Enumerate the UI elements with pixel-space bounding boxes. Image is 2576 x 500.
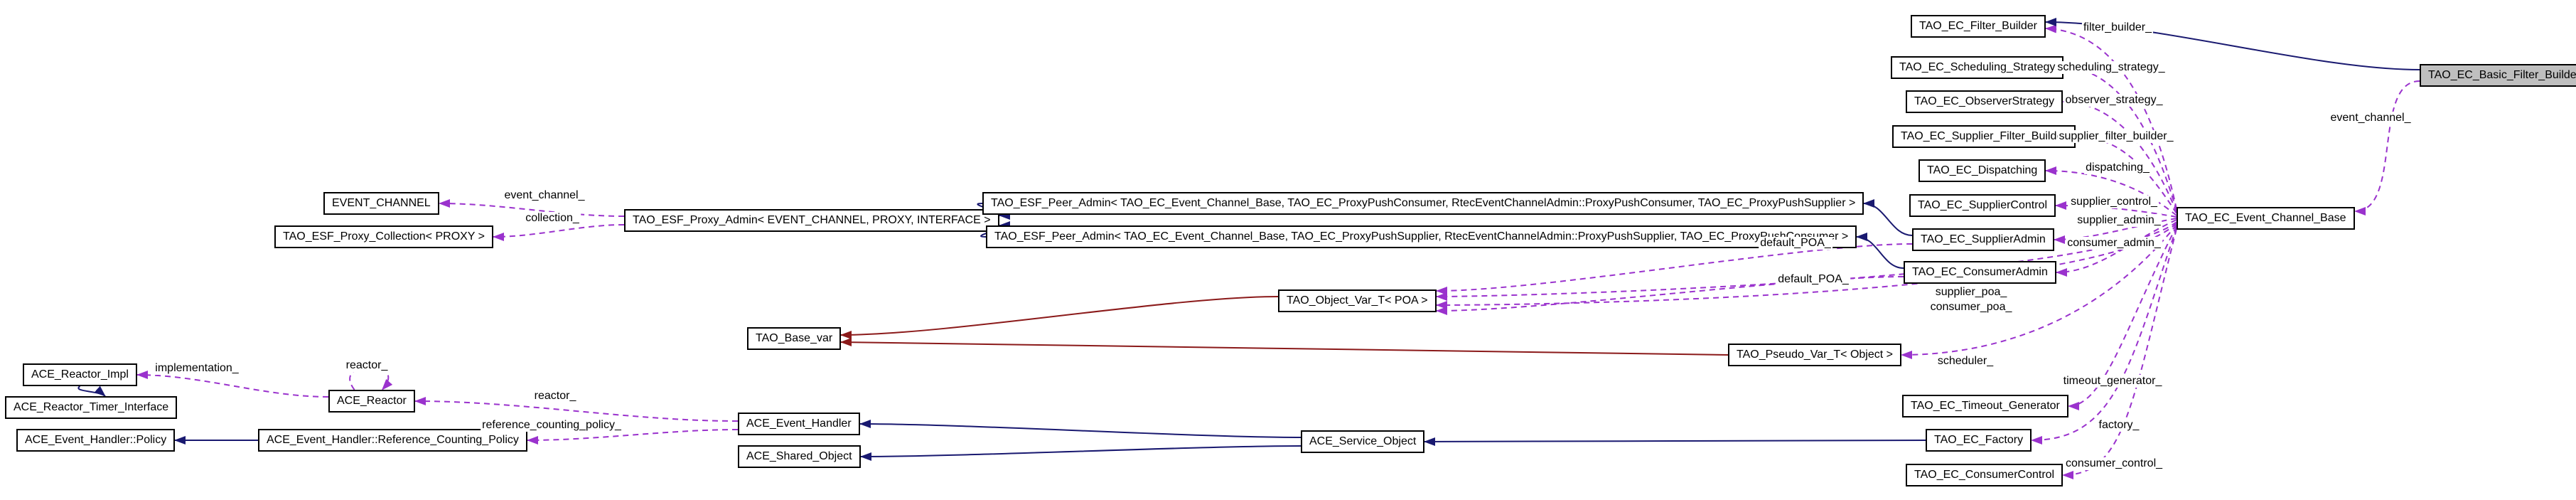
class-node-supplier-filter-builder[interactable]: TAO_EC_Supplier_Filter_Builder bbox=[1892, 125, 2076, 148]
class-node-supplier-control[interactable]: TAO_EC_SupplierControl bbox=[1909, 194, 2056, 217]
class-node-factory[interactable]: TAO_EC_Factory bbox=[1926, 429, 2032, 452]
usage-edge-consumer-control bbox=[2062, 228, 2177, 479]
class-node-reactor-impl[interactable]: ACE_Reactor_Impl bbox=[23, 363, 137, 386]
edge-label-collection: collection_ bbox=[524, 212, 581, 225]
usage-edge-reference-counting-policy bbox=[527, 429, 739, 445]
class-node-timeout-generator[interactable]: TAO_EC_Timeout_Generator bbox=[1902, 395, 2068, 417]
edge-label-consumer-control: consumer_control_ bbox=[2064, 457, 2164, 470]
inheritance-edge-consumer-admin-to-peer-admin-supplier bbox=[1856, 233, 1904, 269]
class-node-eh-policy[interactable]: ACE_Event_Handler::Policy bbox=[16, 429, 176, 452]
usage-edge-reactor bbox=[349, 366, 393, 390]
class-node-pseudo-var[interactable]: TAO_Pseudo_Var_T< Object > bbox=[1728, 344, 1901, 366]
inheritance-edge-service-object-to-shared-object bbox=[860, 445, 1302, 461]
class-node-event-channel-base[interactable]: TAO_EC_Event_Channel_Base bbox=[2177, 207, 2355, 230]
class-node-object-var[interactable]: TAO_Object_Var_T< POA > bbox=[1278, 289, 1437, 312]
edge-label-consumer-poa: consumer_poa_ bbox=[1928, 301, 2014, 314]
class-node-reactor[interactable]: ACE_Reactor bbox=[328, 390, 415, 413]
class-node-event-handler[interactable]: ACE_Event_Handler bbox=[738, 413, 860, 435]
usage-edge-consumer-admin bbox=[2056, 219, 2177, 277]
class-node-peer-admin-supplier[interactable]: TAO_ESF_Peer_Admin< TAO_EC_Event_Channel… bbox=[986, 225, 1857, 248]
edge-label-supplier-filter-builder: supplier_filter_builder_ bbox=[2057, 130, 2175, 143]
usage-edge-event-channel bbox=[439, 199, 625, 217]
edge-label-supplier-poa: supplier_poa_ bbox=[1933, 286, 2009, 299]
private-inheritance-edge-pseudo-var-to-base-var bbox=[840, 338, 1729, 356]
class-node-basic-filter-builder: TAO_EC_Basic_Filter_Builder bbox=[2420, 64, 2576, 87]
usage-edge-event-channel bbox=[2354, 80, 2420, 216]
usage-edge-supplier-control bbox=[2055, 201, 2177, 218]
usage-edge-implementation bbox=[136, 371, 329, 398]
edge-label-filter-builder: filter_builder_ bbox=[2081, 21, 2154, 34]
class-node-eh-refcount-policy[interactable]: ACE_Event_Handler::Reference_Counting_Po… bbox=[258, 429, 527, 452]
inheritance-edge-reactor-impl-to-reactor-timer-interface bbox=[77, 385, 106, 397]
edge-label-consumer-admin: consumer_admin_ bbox=[2066, 237, 2162, 250]
class-node-reactor-timer-interface[interactable]: ACE_Reactor_Timer_Interface bbox=[5, 396, 178, 419]
edge-label-implementation: implementation_ bbox=[154, 362, 240, 375]
class-node-shared-object[interactable]: ACE_Shared_Object bbox=[738, 445, 861, 468]
edge-label-supplier-admin: supplier_admin_ bbox=[2076, 214, 2162, 227]
class-node-peer-admin-consumer[interactable]: TAO_ESF_Peer_Admin< TAO_EC_Event_Channel… bbox=[982, 192, 1864, 215]
edge-label-supplier-control: supplier_control_ bbox=[2069, 196, 2159, 208]
inheritance-edge-factory-to-service-object bbox=[1424, 437, 1926, 446]
class-node-event-channel-tpl[interactable]: EVENT_CHANNEL bbox=[323, 192, 439, 215]
usage-edge-consumer-poa bbox=[1436, 223, 2177, 309]
edge-label-event-channel: event_channel_ bbox=[2329, 112, 2413, 124]
edge-label-default-poa: default_POA_ bbox=[1759, 237, 1832, 250]
usage-edge-timeout-generator bbox=[2068, 225, 2177, 410]
class-node-proxy-collection[interactable]: TAO_ESF_Proxy_Collection< PROXY > bbox=[274, 225, 493, 248]
edge-label-factory: factory_ bbox=[2097, 419, 2141, 432]
inheritance-edge-supplier-admin-to-peer-admin-consumer bbox=[1863, 199, 1913, 236]
edge-label-observer-strategy: observer_strategy_ bbox=[2064, 94, 2164, 107]
usage-edge-collection bbox=[493, 224, 625, 241]
usage-edge-dispatching bbox=[2045, 166, 2177, 216]
usage-edge-filter-builder bbox=[2045, 24, 2177, 210]
usage-edge-reactor bbox=[414, 397, 739, 422]
edge-label-scheduler: scheduler_ bbox=[1936, 355, 1995, 368]
usage-edge-default-poa bbox=[1436, 276, 1904, 315]
usage-edge-supplier-filter-builder bbox=[2075, 132, 2177, 214]
edge-label-reactor: reactor_ bbox=[344, 359, 390, 372]
usage-edge-default-poa bbox=[1436, 243, 1913, 295]
class-node-dispatching[interactable]: TAO_EC_Dispatching bbox=[1918, 159, 2046, 182]
edge-label-scheduling-strategy: scheduling_strategy_ bbox=[2056, 61, 2167, 74]
edge-label-dispatching: dispatching_ bbox=[2084, 161, 2151, 174]
edge-label-reference-counting-policy: reference_counting_policy_ bbox=[481, 419, 623, 432]
edge-label-event-channel: event_channel_ bbox=[503, 189, 586, 202]
class-node-scheduling-strategy[interactable]: TAO_EC_Scheduling_Strategy bbox=[1891, 56, 2064, 79]
edge-label-default-poa: default_POA_ bbox=[1776, 273, 1850, 286]
class-node-base-var[interactable]: TAO_Base_var bbox=[747, 327, 842, 350]
class-node-service-object[interactable]: ACE_Service_Object bbox=[1301, 430, 1425, 453]
edge-label-reactor: reactor_ bbox=[532, 390, 578, 403]
class-node-consumer-control[interactable]: TAO_EC_ConsumerControl bbox=[1906, 464, 2064, 486]
class-node-consumer-admin[interactable]: TAO_EC_ConsumerAdmin bbox=[1904, 261, 2056, 284]
class-node-proxy-admin[interactable]: TAO_ESF_Proxy_Admin< EVENT_CHANNEL, PROX… bbox=[624, 209, 999, 232]
inheritance-edge-service-object-to-event-handler bbox=[859, 420, 1302, 438]
edge-label-timeout-generator: timeout_generator_ bbox=[2061, 375, 2164, 388]
class-node-observer-strategy[interactable]: TAO_EC_ObserverStrategy bbox=[1906, 90, 2064, 113]
private-inheritance-edge-object-var-to-base-var bbox=[840, 296, 1279, 339]
class-node-supplier-admin[interactable]: TAO_EC_SupplierAdmin bbox=[1912, 228, 2054, 251]
class-node-filter-builder[interactable]: TAO_EC_Filter_Builder bbox=[1911, 15, 2046, 38]
